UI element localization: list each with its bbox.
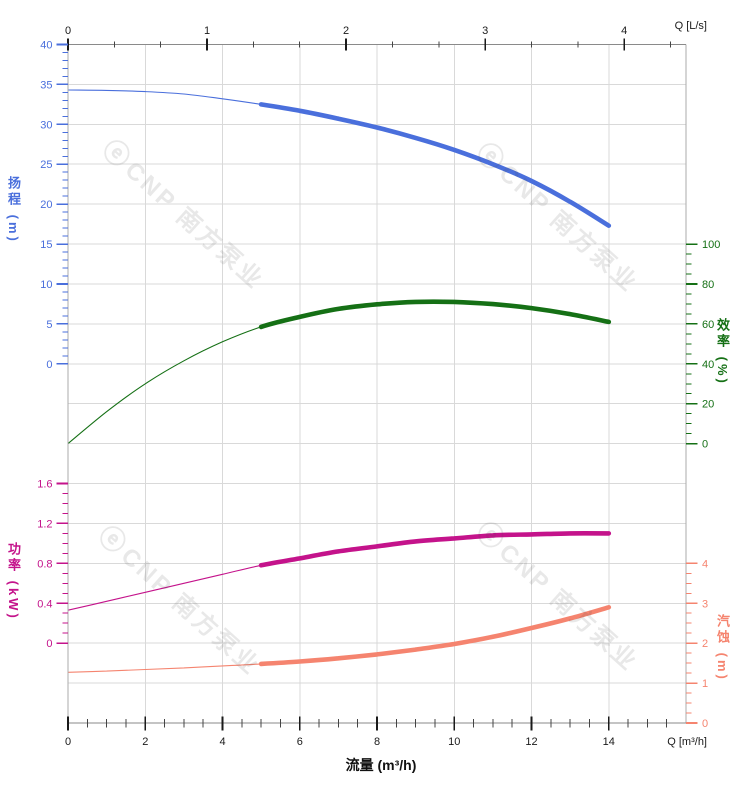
curve-eff — [67, 299, 612, 445]
head-axis-tick-label: 15 — [40, 239, 52, 251]
flow-axis-title: 流量 (m³/h) — [345, 757, 417, 773]
power-axis-tick-label: 1.6 — [37, 479, 52, 491]
power-axis-tick-label: 0.4 — [37, 598, 52, 610]
efficiency-axis-tick-label: 60 — [702, 319, 714, 331]
top-axis-unit-label: Q [L/s] — [674, 20, 707, 32]
head-axis-tick-label: 25 — [40, 159, 52, 171]
efficiency-axis-tick-label: 80 — [702, 279, 714, 291]
grid — [68, 44, 687, 723]
npsh-axis: 4 3 2 1 0 — [686, 558, 708, 730]
top-axis-tick-label: 2 — [343, 25, 349, 37]
bottom-axis-tick-label: 14 — [603, 736, 615, 748]
efficiency-axis-tick-label: 20 — [702, 399, 714, 411]
efficiency-axis-title: 效率 (%) — [715, 318, 730, 386]
bottom-axis-tick-label: 2 — [142, 736, 148, 748]
head-axis-tick-label: 5 — [46, 319, 52, 331]
npsh-axis-tick-label: 2 — [702, 638, 708, 650]
head-axis: 40 35 30 25 20 15 10 5 0 — [40, 40, 68, 371]
head-axis-tick-label: 40 — [40, 40, 52, 52]
npsh-axis-title: 汽蚀 (m) — [715, 614, 730, 682]
bottom-axis-tick-label: 0 — [65, 736, 71, 748]
efficiency-axis-tick-label: 40 — [702, 359, 714, 371]
power-axis-tick-label: 0 — [46, 638, 52, 650]
bottom-axis-tick-label: 6 — [297, 736, 303, 748]
npsh-axis-tick-label: 0 — [702, 718, 708, 730]
top-axis-tick-label: 1 — [204, 25, 210, 37]
bottom-axis-unit-label: Q [m³/h] — [667, 736, 707, 748]
head-axis-tick-label: 10 — [40, 279, 52, 291]
bottom-axis-tick-label: 10 — [448, 736, 460, 748]
npsh-axis-tick-label: 4 — [702, 558, 708, 570]
top-axis-tick-label: 3 — [482, 25, 488, 37]
curve-head-thick — [258, 102, 612, 228]
curve-head — [67, 89, 612, 228]
curve-power — [67, 531, 612, 611]
efficiency-axis-tick-label: 100 — [702, 239, 720, 251]
power-axis-tick-label: 1.2 — [37, 518, 52, 530]
top-axis-tick-label: 4 — [621, 25, 627, 37]
power-axis-tick-label: 0.8 — [37, 558, 52, 570]
top-axis: 0 1 2 3 4 — [65, 25, 672, 51]
curve-eff-thick — [258, 299, 612, 330]
head-axis-title: 扬程 (m) — [6, 176, 21, 244]
head-axis-tick-label: 30 — [40, 119, 52, 131]
efficiency-axis: 100 80 60 40 20 0 — [686, 239, 720, 451]
head-axis-tick-label: 35 — [40, 79, 52, 91]
efficiency-axis-tick-label: 0 — [702, 439, 708, 451]
npsh-axis-tick-label: 1 — [702, 678, 708, 690]
curve-power-thick — [258, 531, 612, 568]
power-axis-title: 功率 (kW) — [6, 542, 21, 621]
curve-npsh — [67, 605, 612, 673]
curve-head-thin — [67, 89, 262, 105]
curve-npsh-thin — [67, 663, 262, 673]
bottom-axis: 0 2 4 6 8 10 12 14 — [65, 716, 668, 748]
bottom-axis-tick-label: 8 — [374, 736, 380, 748]
npsh-axis-tick-label: 3 — [702, 598, 708, 610]
power-axis: 1.6 1.2 0.8 0.4 0 — [37, 479, 68, 650]
head-axis-tick-label: 20 — [40, 199, 52, 211]
bottom-axis-tick-label: 4 — [219, 736, 225, 748]
curve-eff-thin — [67, 326, 262, 445]
top-axis-tick-label: 0 — [65, 25, 71, 37]
head-axis-tick-label: 0 — [46, 359, 52, 371]
bottom-axis-tick-label: 12 — [525, 736, 537, 748]
curve-power-thin — [67, 564, 262, 611]
curve-npsh-thick — [258, 605, 612, 667]
